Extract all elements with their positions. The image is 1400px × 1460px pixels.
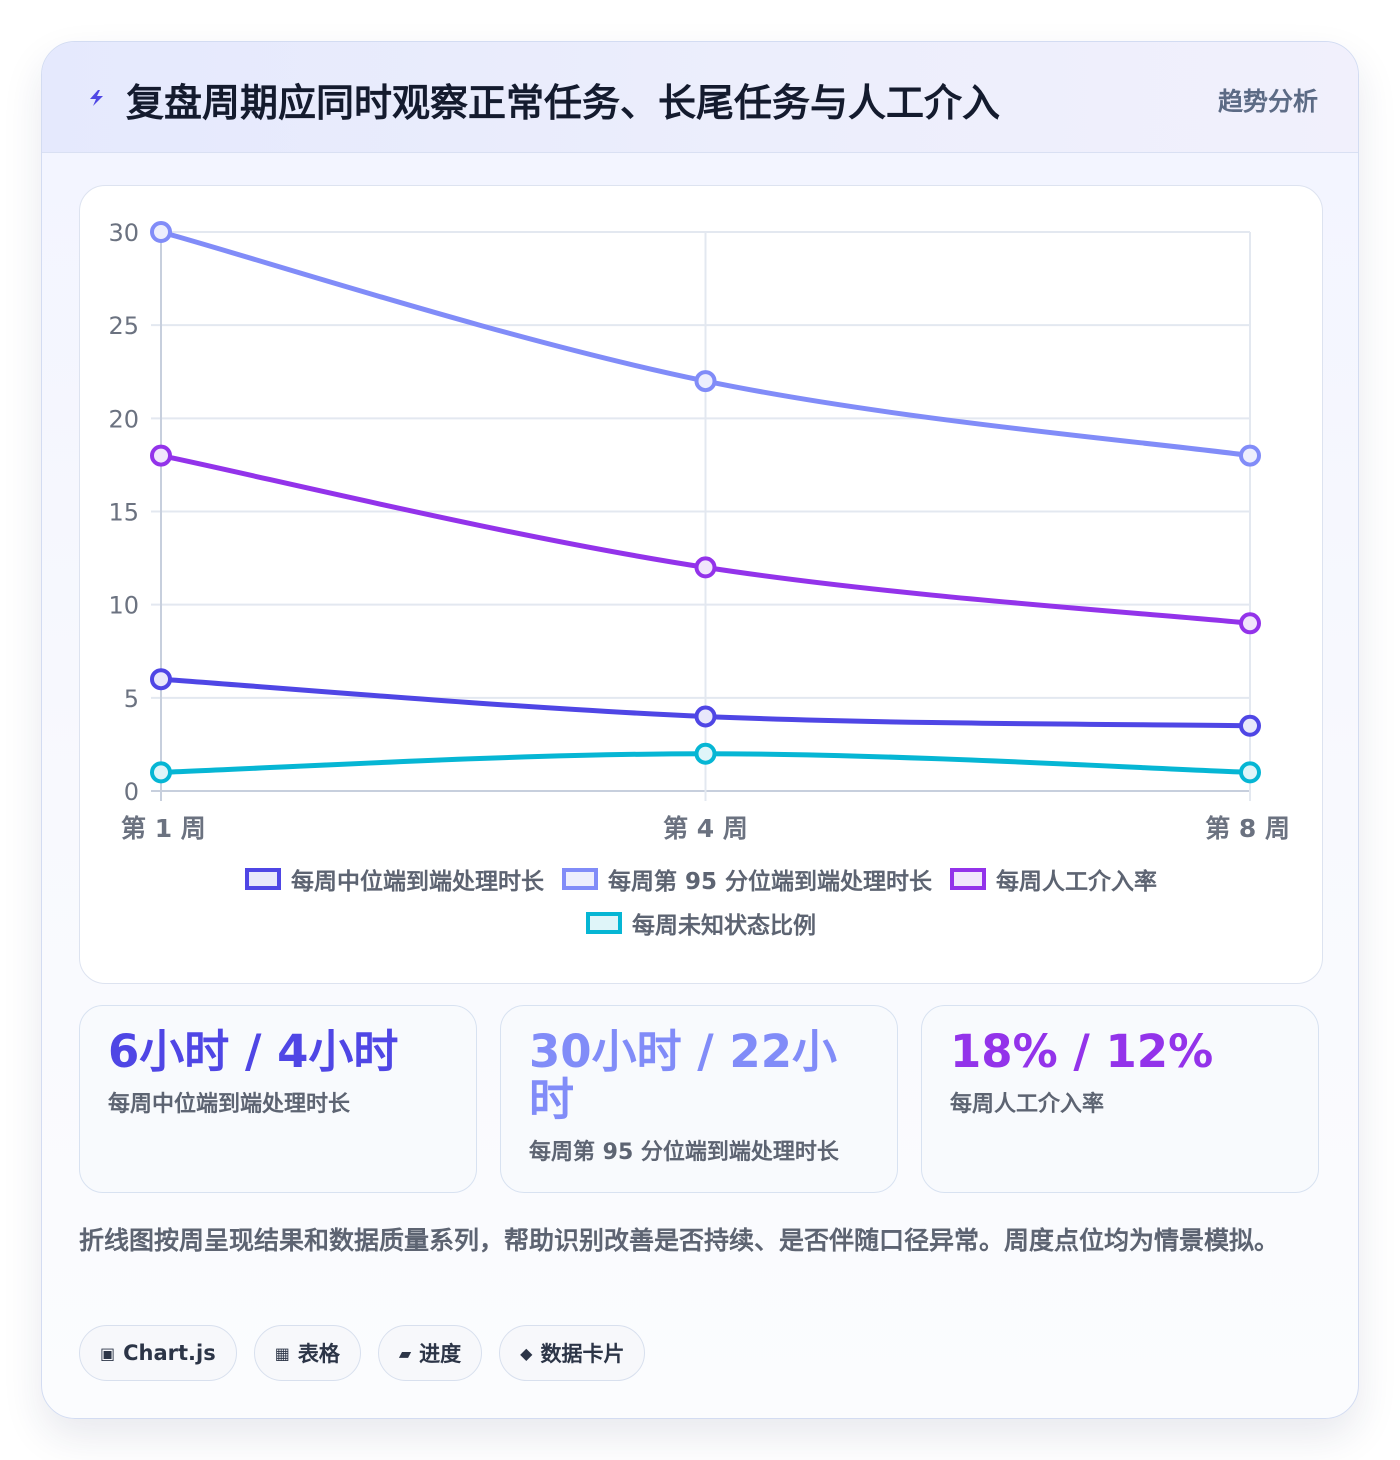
legend-swatch xyxy=(950,868,987,890)
chart-icon: ▣ xyxy=(100,1343,116,1363)
legend-item[interactable]: 每周未知状态比例 xyxy=(586,906,816,940)
legend-swatch xyxy=(586,912,622,934)
data-point xyxy=(1239,714,1261,737)
chip-progress[interactable]: ▰ 进度 xyxy=(377,1325,483,1381)
section-tag: 趋势分析 xyxy=(1217,87,1318,116)
legend-label: 每周人工介入率 xyxy=(996,869,1158,895)
legend-swatch xyxy=(244,868,281,890)
feature-chips: ▣ Chart.js ▦ 表格 ▰ 进度 ◆ 数据卡片 xyxy=(79,1325,646,1381)
chip-label: 进度 xyxy=(419,1342,462,1366)
data-point xyxy=(150,761,172,784)
card-icon: ◆ xyxy=(520,1343,533,1363)
line-chart: 0 5 10 15 20 25 30 第 1 周 第 4 周 第 8 周 xyxy=(108,219,1290,843)
y-tick-label: 25 xyxy=(108,312,139,340)
legend-swatch xyxy=(561,868,598,890)
legend-item[interactable]: 每周第 95 分位端到端处理时长 xyxy=(561,862,933,896)
report-card: 复盘周期应同时观察正常任务、长尾任务与人工介入 趋势分析 0 5 10 15 20 25 3… xyxy=(41,41,1359,1419)
data-point xyxy=(694,705,717,728)
chip-label: 表格 xyxy=(297,1342,340,1366)
stat-card-p95: 30小时 / 22小时 每周第 95 分位端到端处理时长 xyxy=(500,1005,898,1193)
chart-description: 折线图按周呈现结果和数据质量系列，帮助识别改善是否持续、是否伴随口径异常。周度点… xyxy=(79,1226,1280,1255)
card-header: 复盘周期应同时观察正常任务、长尾任务与人工介入 趋势分析 xyxy=(42,42,1358,153)
data-point xyxy=(694,370,717,393)
stat-label: 每周中位端到端处理时长 xyxy=(108,1092,351,1117)
data-point xyxy=(150,444,172,467)
y-tick-label: 30 xyxy=(108,219,139,247)
chip-table[interactable]: ▦ 表格 xyxy=(253,1325,361,1381)
data-point xyxy=(150,668,172,691)
data-point xyxy=(1239,761,1261,784)
stat-value: 30小时 / 22小时 xyxy=(529,1025,838,1126)
stat-label: 每周人工介入率 xyxy=(950,1092,1105,1117)
progress-icon: ▰ xyxy=(398,1343,412,1363)
table-icon: ▦ xyxy=(274,1343,290,1363)
chip-label: 数据卡片 xyxy=(540,1342,625,1366)
stat-label: 每周第 95 分位端到端处理时长 xyxy=(529,1140,839,1165)
chart-legend: 每周中位端到端处理时长 每周第 95 分位端到端处理时长 每周人工介入率每周未知状态… xyxy=(80,862,1322,940)
data-point xyxy=(694,742,717,765)
legend-item[interactable]: 每周中位端到端处理时长 xyxy=(244,862,544,896)
data-point xyxy=(1239,444,1261,467)
line-chart-panel: 0 5 10 15 20 25 30 第 1 周第 4 周第 8 周 每周中位端到端处理时长每… xyxy=(79,185,1323,984)
legend-label: 每周第 95 分位端到端处理时长 xyxy=(607,869,933,895)
stat-card-intervention: 18% / 12% 每周人工介入率 xyxy=(921,1005,1319,1193)
x-tick-label: 第 4 周 xyxy=(663,814,748,843)
chip-label: Chart.js xyxy=(123,1341,216,1365)
y-tick-label: 15 xyxy=(108,499,139,527)
chip-chartjs[interactable]: ▣ Chart.js xyxy=(79,1325,237,1381)
y-tick-label: 0 xyxy=(124,778,139,806)
y-tick-label: 20 xyxy=(108,405,139,433)
data-point xyxy=(694,556,717,579)
lightning-icon xyxy=(90,90,103,106)
x-tick-label: 第 8 周 xyxy=(1205,814,1290,843)
stat-value: 6小时 / 4小时 xyxy=(108,1025,399,1078)
stat-card-median: 6小时 / 4小时 每周中位端到端处理时长 xyxy=(79,1005,477,1193)
stat-value: 18% / 12% xyxy=(950,1025,1214,1078)
legend-item[interactable]: 每周人工介入率 xyxy=(950,862,1157,896)
chip-data-card[interactable]: ◆ 数据卡片 xyxy=(499,1325,646,1381)
x-tick-label: 第 1 周 xyxy=(121,814,206,843)
page-title: 复盘周期应同时观察正常任务、长尾任务与人工介入 xyxy=(126,81,1001,125)
data-point xyxy=(1239,612,1261,635)
data-point xyxy=(150,221,172,243)
legend-label: 每周中位端到端处理时长 xyxy=(290,869,544,895)
legend-label: 每周未知状态比例 xyxy=(632,913,816,939)
y-tick-label: 5 xyxy=(124,685,139,713)
y-tick-label: 10 xyxy=(108,592,139,620)
